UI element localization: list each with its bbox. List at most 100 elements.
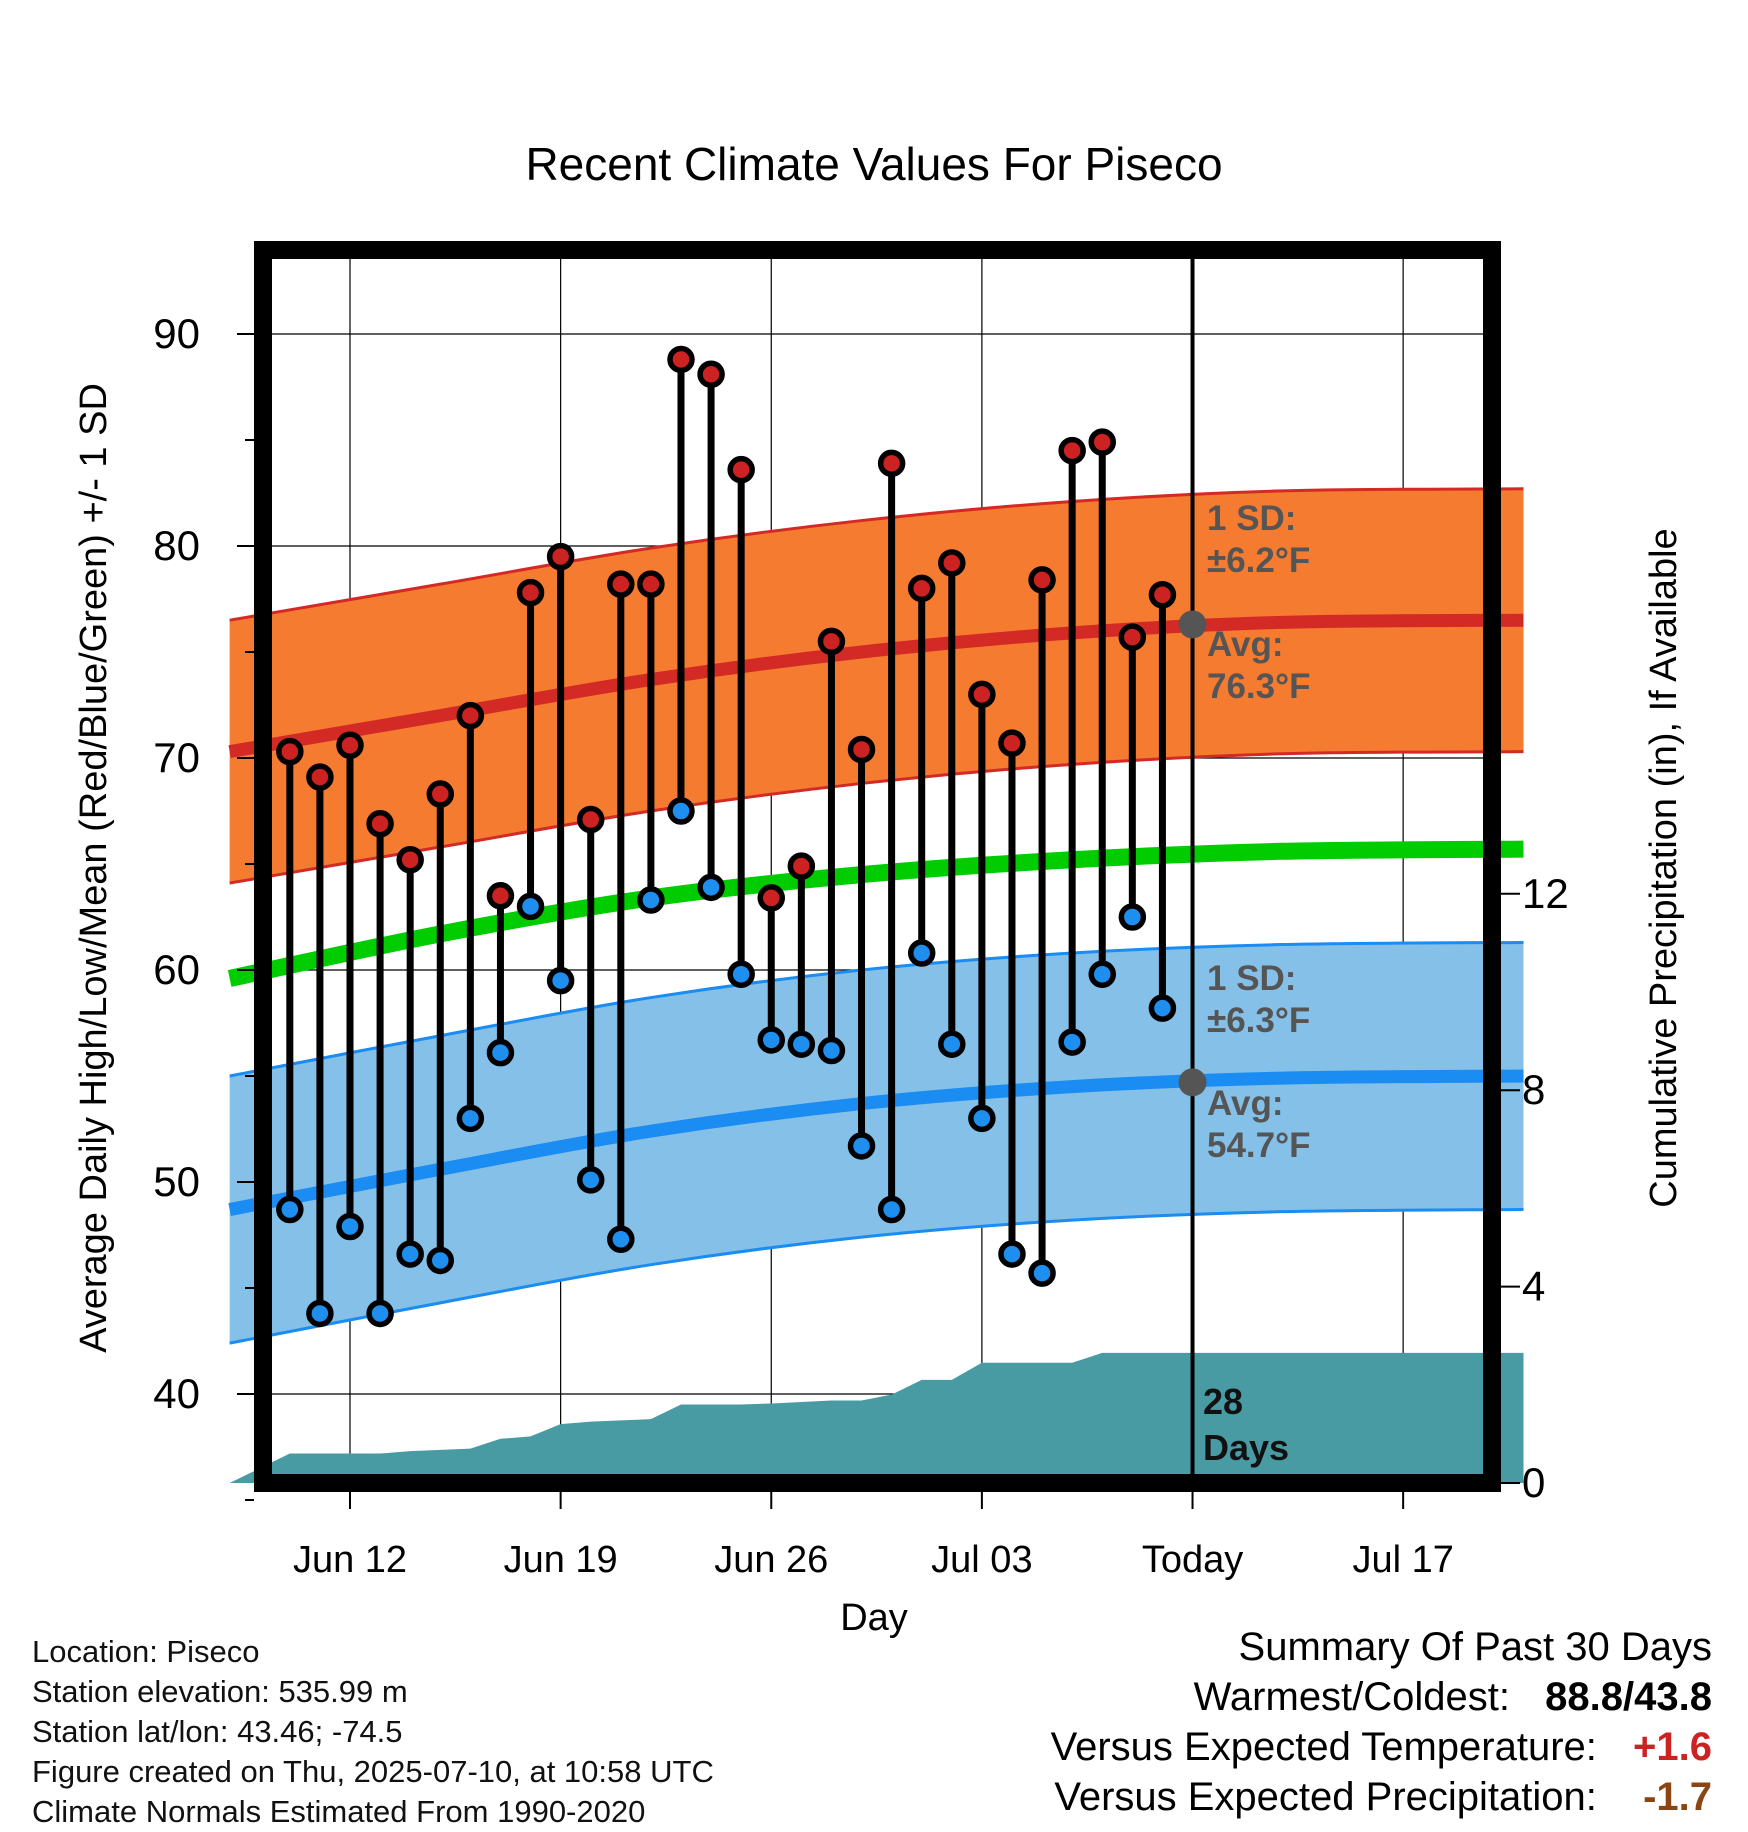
x-tick-label: Jun 19 xyxy=(504,1539,618,1581)
high-sd-band xyxy=(229,488,1524,884)
high-point xyxy=(637,570,665,598)
normals-text: Climate Normals Estimated From 1990-2020 xyxy=(32,1794,646,1829)
low-point xyxy=(366,1299,394,1328)
high-point xyxy=(426,780,455,808)
high-point xyxy=(907,574,936,603)
y-tick-label: 80 xyxy=(153,522,200,569)
low-point xyxy=(306,1299,334,1328)
precip-row: Versus Expected Precipitation: -1.7 xyxy=(1051,1772,1712,1822)
cold-value: 43.8 xyxy=(1634,1675,1712,1719)
low-point xyxy=(877,1195,906,1224)
high-sd-value: ±6.2°F xyxy=(1207,541,1310,580)
plot-frame xyxy=(254,241,1501,1492)
high-point xyxy=(576,805,605,834)
precipitation-layer xyxy=(229,1352,1524,1483)
x-tick-label: Jul 03 xyxy=(931,1539,1032,1581)
y2-tick-label: 4 xyxy=(1522,1263,1545,1310)
high-sd-band-upper-edge xyxy=(229,487,1524,622)
low-point xyxy=(938,1030,966,1058)
x-axis-label: Day xyxy=(840,1597,908,1639)
y-tick-label: 60 xyxy=(153,946,200,993)
low-sd-value: ±6.3°F xyxy=(1207,1001,1310,1040)
low-point xyxy=(757,1026,786,1054)
summary-panel: Summary Of Past 30 Days Warmest/Coldest:… xyxy=(1051,1622,1712,1822)
low-point xyxy=(667,797,695,825)
y2-axis-label: Cumulative Precipitation (in), If Availa… xyxy=(1643,528,1685,1207)
high-point xyxy=(938,549,966,577)
high-point xyxy=(1088,428,1116,456)
low-point xyxy=(426,1246,455,1275)
low-point xyxy=(486,1038,515,1067)
x-tick-label: Today xyxy=(1142,1539,1243,1581)
high-point xyxy=(607,570,635,598)
temp-value: +1.6 xyxy=(1633,1725,1712,1769)
y-tick-label: 70 xyxy=(153,734,200,781)
low-point xyxy=(1088,960,1116,988)
low-point xyxy=(697,873,725,902)
high-point xyxy=(276,737,304,766)
high-point xyxy=(847,735,876,764)
high-point xyxy=(787,852,816,880)
elevation-text: Station elevation: 535.99 m xyxy=(32,1674,408,1709)
low-point xyxy=(968,1104,996,1133)
y2-tick-label: 8 xyxy=(1522,1066,1545,1113)
location-text: Location: Piseco xyxy=(32,1634,260,1669)
x-tick-label: Jul 17 xyxy=(1352,1539,1453,1581)
low-point xyxy=(1028,1259,1056,1287)
low-sd-band xyxy=(229,942,1524,1344)
low-sd-band-lower-edge xyxy=(229,1208,1524,1345)
low-point xyxy=(1118,903,1147,931)
low-point xyxy=(817,1036,846,1065)
warm-value: 88.8 xyxy=(1545,1675,1624,1719)
precip-value: -1.7 xyxy=(1643,1775,1712,1819)
high-point xyxy=(968,680,996,709)
low-point xyxy=(847,1132,876,1160)
high-point xyxy=(757,884,786,912)
low-point xyxy=(276,1195,304,1224)
high-point xyxy=(336,731,364,760)
high-point xyxy=(546,542,575,571)
x-tick-label: Jun 12 xyxy=(293,1539,407,1581)
high-point xyxy=(516,578,545,607)
high-point xyxy=(727,455,755,484)
high-point xyxy=(877,449,906,478)
precipitation-area xyxy=(229,1352,1524,1483)
high-avg-marker xyxy=(1178,610,1207,639)
frame-border xyxy=(254,241,1501,1492)
high-point xyxy=(998,729,1026,757)
high-point xyxy=(1148,581,1177,609)
y2-tick-label: 0 xyxy=(1522,1459,1545,1506)
low-avg-marker xyxy=(1178,1068,1207,1097)
y-axis-label: Average Daily High/Low/Mean (Red/Blue/Gr… xyxy=(73,383,115,1353)
low-point xyxy=(336,1212,364,1241)
y-tick-label: 90 xyxy=(153,310,200,357)
days-label: Days xyxy=(1203,1427,1289,1468)
high-point xyxy=(486,882,515,910)
low-point xyxy=(546,966,575,995)
created-text: Figure created on Thu, 2025-07-10, at 10… xyxy=(32,1754,714,1789)
y2-tick-label: 12 xyxy=(1522,870,1569,917)
high-point xyxy=(456,701,485,730)
high-normal-line xyxy=(228,613,1524,759)
days-count: 28 xyxy=(1203,1381,1243,1422)
summary-title: Summary Of Past 30 Days xyxy=(1238,1625,1712,1669)
observations-layer xyxy=(276,345,1177,1328)
high-point xyxy=(366,809,394,838)
high-point xyxy=(1028,566,1056,594)
normal-bands xyxy=(229,487,1524,1345)
high-point xyxy=(396,846,424,874)
high-avg-value: 76.3°F xyxy=(1207,667,1311,706)
high-sd-label: 1 SD: xyxy=(1207,499,1296,538)
y-tick-label: 40 xyxy=(153,1370,200,1417)
temp-label: Versus Expected Temperature: xyxy=(1050,1725,1597,1769)
low-point xyxy=(396,1240,424,1268)
low-point xyxy=(456,1104,485,1133)
warm-cold-row: Warmest/Coldest: 88.8/43.8 xyxy=(1051,1672,1712,1722)
temp-row: Versus Expected Temperature: +1.6 xyxy=(1051,1722,1712,1772)
low-point xyxy=(907,939,936,967)
low-point xyxy=(516,892,545,921)
axes-labels: 40 50 60 70 80 90 0 4 8 12 Jun 12 Jun 19 Jun 26 Jul 0… xyxy=(153,310,1568,1581)
station-info: Location: Piseco Station elevation: 535.… xyxy=(32,1632,714,1832)
low-point xyxy=(576,1166,605,1194)
